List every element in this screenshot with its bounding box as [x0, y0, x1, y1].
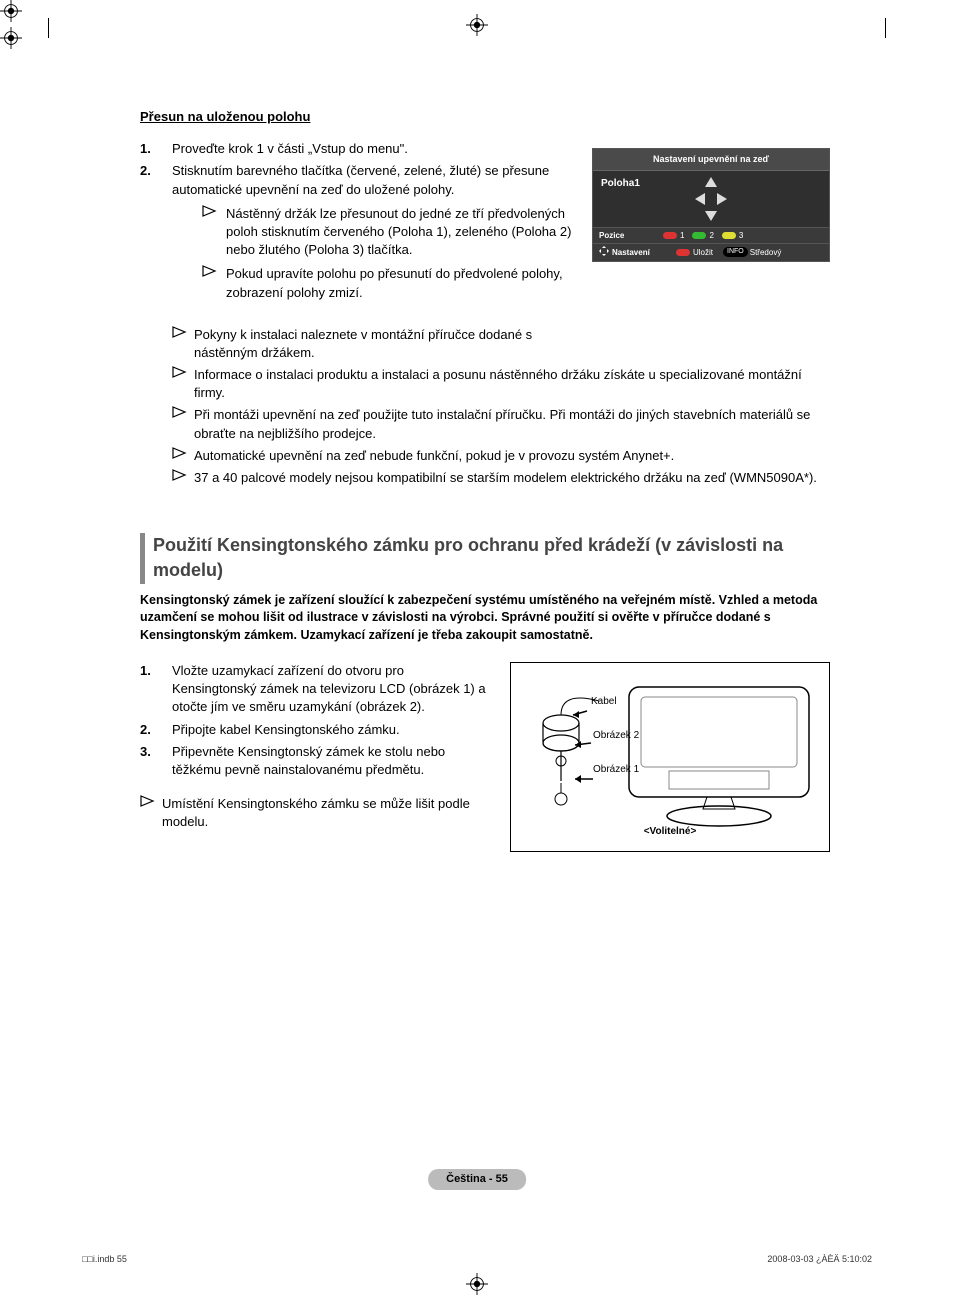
- osd-save-label: Uložit: [693, 247, 713, 258]
- dpad-icon: [681, 175, 741, 223]
- diagram-optional-label: <Volitelné>: [644, 825, 697, 839]
- diagram-label-obr2: Obrázek 2: [593, 729, 639, 743]
- kensington-steps: 1. Vložte uzamykací zařízení do otvoru p…: [140, 662, 492, 852]
- green-pill-icon: [692, 232, 706, 239]
- step-number: 2.: [140, 162, 172, 307]
- osd-preview: Nastavení upevnění na zeď Poloha1 Pozice…: [592, 148, 830, 262]
- osd-position-row: Pozice 1 2 3: [593, 227, 829, 243]
- red-pill-icon: [676, 249, 690, 256]
- list-item: 3. Připevněte Kensingtonský zámek ke sto…: [140, 743, 492, 779]
- osd-row-label: Pozice: [599, 230, 655, 241]
- osd-pos-3: 3: [739, 230, 743, 241]
- triangle-icon: [172, 469, 194, 487]
- section-intro: Kensingtonský zámek je zařízení sloužící…: [140, 592, 830, 645]
- osd-action-row: Nastavení Uložit INFO Středový: [593, 243, 829, 261]
- registration-mark-icon: [466, 14, 488, 41]
- crop-mark: [885, 18, 886, 38]
- osd-pos-2: 2: [709, 230, 713, 241]
- tv-rear-icon: [519, 671, 819, 831]
- osd-title: Nastavení upevnění na zeď: [593, 149, 829, 171]
- triangle-icon: [172, 366, 194, 402]
- triangle-icon: [172, 406, 194, 442]
- note-text: Při montáži upevnění na zeď použijte tut…: [194, 406, 830, 442]
- info-badge-icon: INFO: [723, 247, 748, 257]
- kensington-diagram: Kabel Obrázek 2 Obrázek 1 <Volitelné>: [510, 662, 830, 852]
- registration-mark-icon: [466, 1273, 488, 1300]
- note-text: Pokyny k instalaci naleznete v montážní …: [194, 326, 584, 362]
- triangle-icon: [202, 265, 226, 301]
- page-number-pill: Čeština - 55: [428, 1169, 526, 1190]
- diagram-label-obr1: Obrázek 1: [593, 763, 639, 777]
- osd-nav-label: Nastavení: [612, 247, 668, 258]
- step-text: Připevněte Kensingtonský zámek ke stolu …: [172, 743, 492, 779]
- list-item: 2. Připojte kabel Kensingtonského zámku.: [140, 721, 492, 739]
- note-item: Při montáži upevnění na zeď použijte tut…: [140, 406, 830, 442]
- diagram-label-kabel: Kabel: [591, 695, 617, 709]
- step-number: 3.: [140, 743, 172, 779]
- step-number: 2.: [140, 721, 172, 739]
- note-text: Automatické upevnění na zeď nebude funkč…: [194, 447, 830, 465]
- note-item: Pokyny k instalaci naleznete v montážní …: [140, 326, 830, 362]
- sub-text: Pokud upravíte polohu po přesunutí do př…: [226, 265, 586, 301]
- step-text: Vložte uzamykací zařízení do otvoru pro …: [172, 662, 492, 717]
- red-pill-icon: [663, 232, 677, 239]
- sub-note: Pokud upravíte polohu po přesunutí do př…: [172, 265, 830, 301]
- step-body: Stisknutím barevného tlačítka (červené, …: [172, 162, 572, 198]
- step-text: Připojte kabel Kensingtonského zámku.: [172, 721, 492, 739]
- section-kensington: Použití Kensingtonského zámku pro ochran…: [140, 533, 830, 852]
- list-item: 1. Vložte uzamykací zařízení do otvoru p…: [140, 662, 492, 717]
- note-item: Umístění Kensingtonského zámku se může l…: [140, 795, 492, 831]
- note-item: Automatické upevnění na zeď nebude funkč…: [140, 447, 830, 465]
- triangle-icon: [202, 205, 226, 260]
- note-text: Umístění Kensingtonského zámku se může l…: [162, 795, 492, 831]
- page-content: Přesun na uloženou polohu 1. Proveďte kr…: [140, 108, 830, 852]
- note-item: Informace o instalaci produktu a instala…: [140, 366, 830, 402]
- footer-timestamp: 2008-03-03 ¿ÀÈÄ 5:10:02: [767, 1253, 872, 1266]
- step-number: 1.: [140, 662, 172, 717]
- notes-list: Pokyny k instalaci naleznete v montážní …: [140, 326, 830, 488]
- osd-body: Poloha1: [593, 171, 829, 227]
- crop-mark: [48, 18, 49, 38]
- note-text: Informace o instalaci produktu a instala…: [194, 366, 830, 402]
- step-number: 1.: [140, 140, 172, 158]
- section-title: Použití Kensingtonského zámku pro ochran…: [153, 533, 830, 583]
- footer-filename: □□i.indb 55: [82, 1253, 127, 1266]
- note-text: 37 a 40 palcové modely nejsou kompatibil…: [194, 469, 830, 487]
- move-icon: [599, 246, 609, 259]
- triangle-icon: [172, 326, 194, 362]
- sub-text: Nástěnný držák lze přesunout do jedné ze…: [226, 205, 586, 260]
- triangle-icon: [140, 795, 162, 831]
- section-heading: Přesun na uloženou polohu: [140, 108, 830, 126]
- yellow-pill-icon: [722, 232, 736, 239]
- note-item: 37 a 40 palcové modely nejsou kompatibil…: [140, 469, 830, 487]
- triangle-icon: [172, 447, 194, 465]
- osd-position-label: Poloha1: [601, 177, 640, 191]
- osd-pos-1: 1: [680, 230, 684, 241]
- osd-center-label: Středový: [750, 247, 782, 258]
